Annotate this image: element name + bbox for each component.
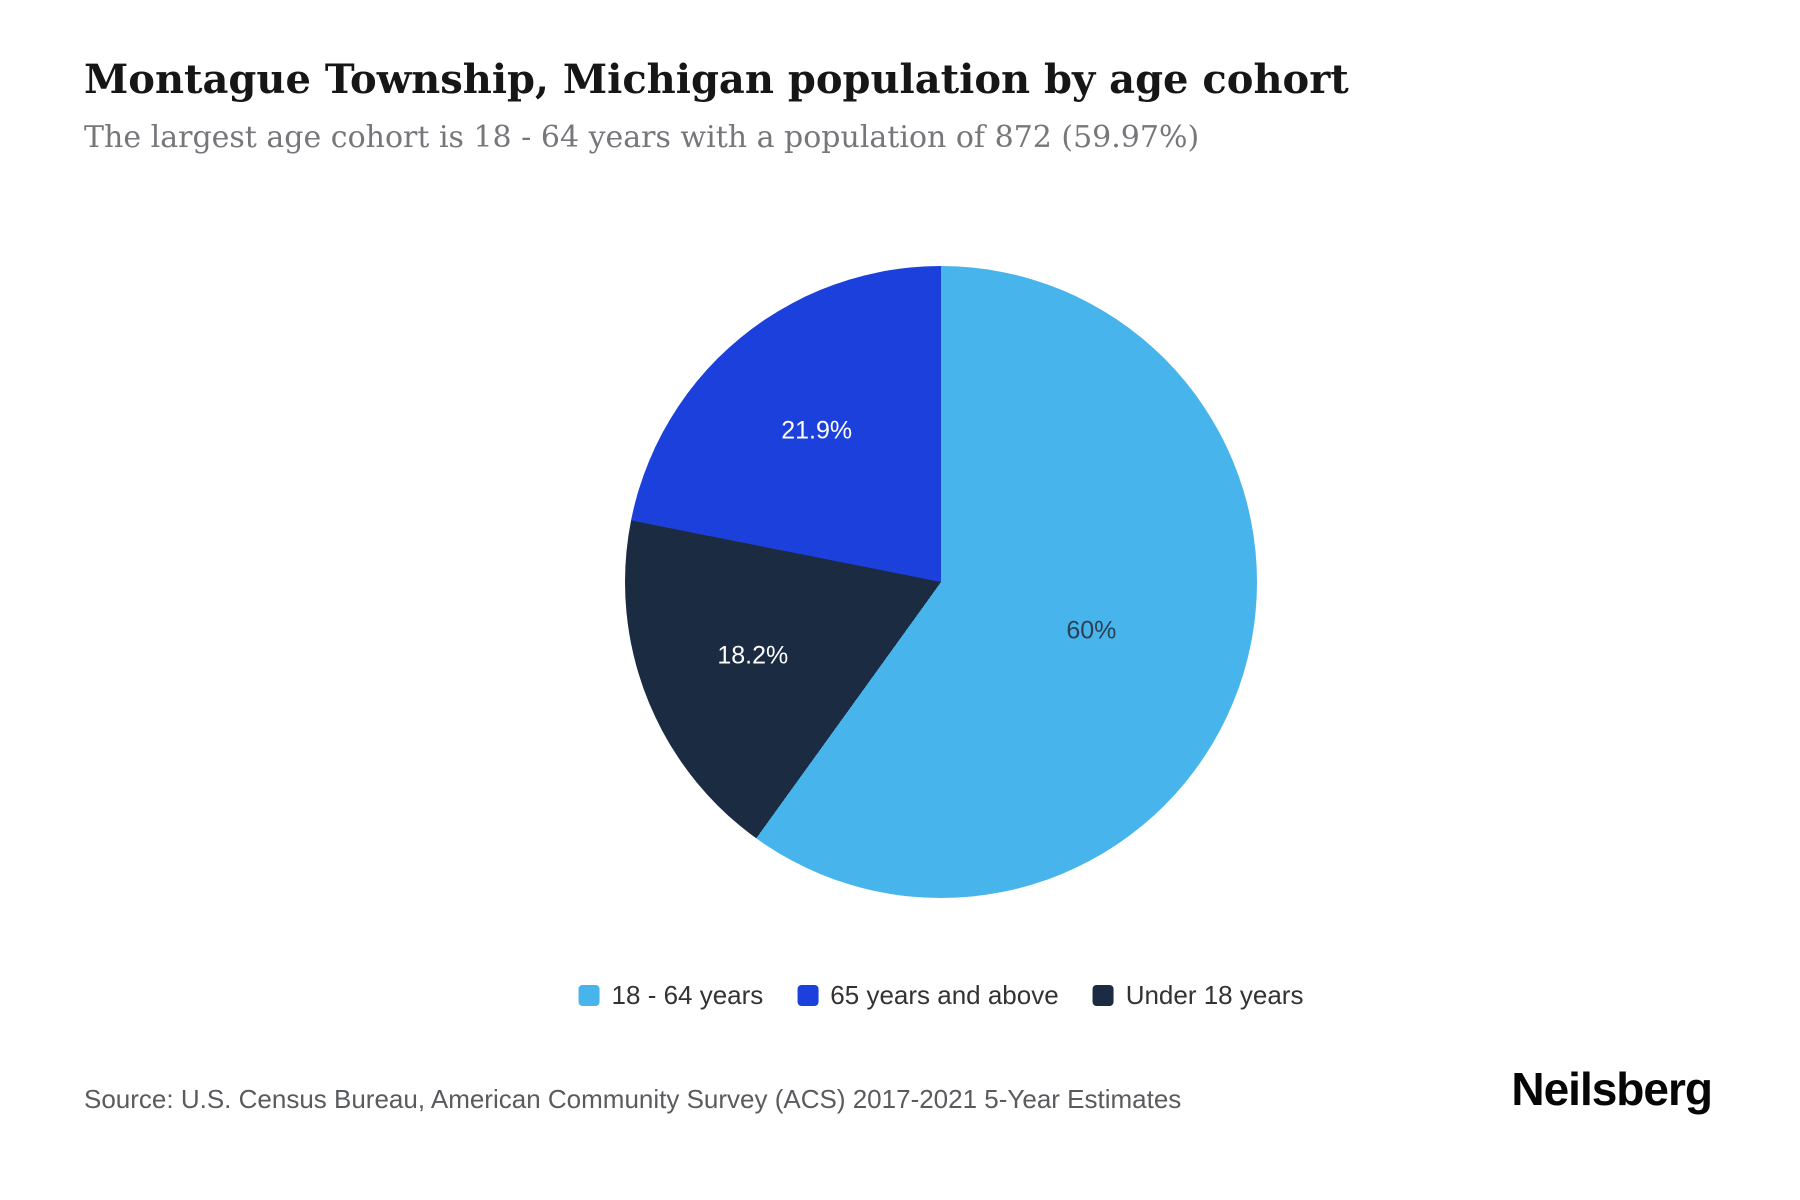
pie-slice-label: 18.2% <box>717 641 789 670</box>
pie-slice-label: 21.9% <box>781 416 853 445</box>
brand-logo: Neilsberg <box>1511 1063 1713 1115</box>
source-attribution: Source: U.S. Census Bureau, American Com… <box>84 1084 1182 1114</box>
legend-label: 18 - 64 years <box>611 980 764 1010</box>
legend-label: 65 years and above <box>830 980 1059 1010</box>
legend-item-under-18-years[interactable]: Under 18 years <box>1092 980 1304 1011</box>
pie-chart: 60% 18.2% 21.9% <box>625 266 1257 898</box>
page-subtitle: The largest age cohort is 18 - 64 years … <box>84 120 1200 155</box>
legend-swatch-icon <box>1092 985 1114 1006</box>
legend-swatch-icon <box>797 985 819 1006</box>
legend: 18 - 64 years 65 years and above Under 1… <box>578 980 1304 1011</box>
page-title: Montague Township, Michigan population b… <box>84 56 1349 103</box>
legend-item-65-years-and-above[interactable]: 65 years and above <box>797 980 1059 1011</box>
legend-swatch-icon <box>578 985 600 1006</box>
legend-label: Under 18 years <box>1125 980 1304 1010</box>
legend-item-18-64-years[interactable]: 18 - 64 years <box>578 980 764 1011</box>
pie-slice-label: 60% <box>1066 616 1117 645</box>
pie[interactable] <box>625 266 1257 898</box>
